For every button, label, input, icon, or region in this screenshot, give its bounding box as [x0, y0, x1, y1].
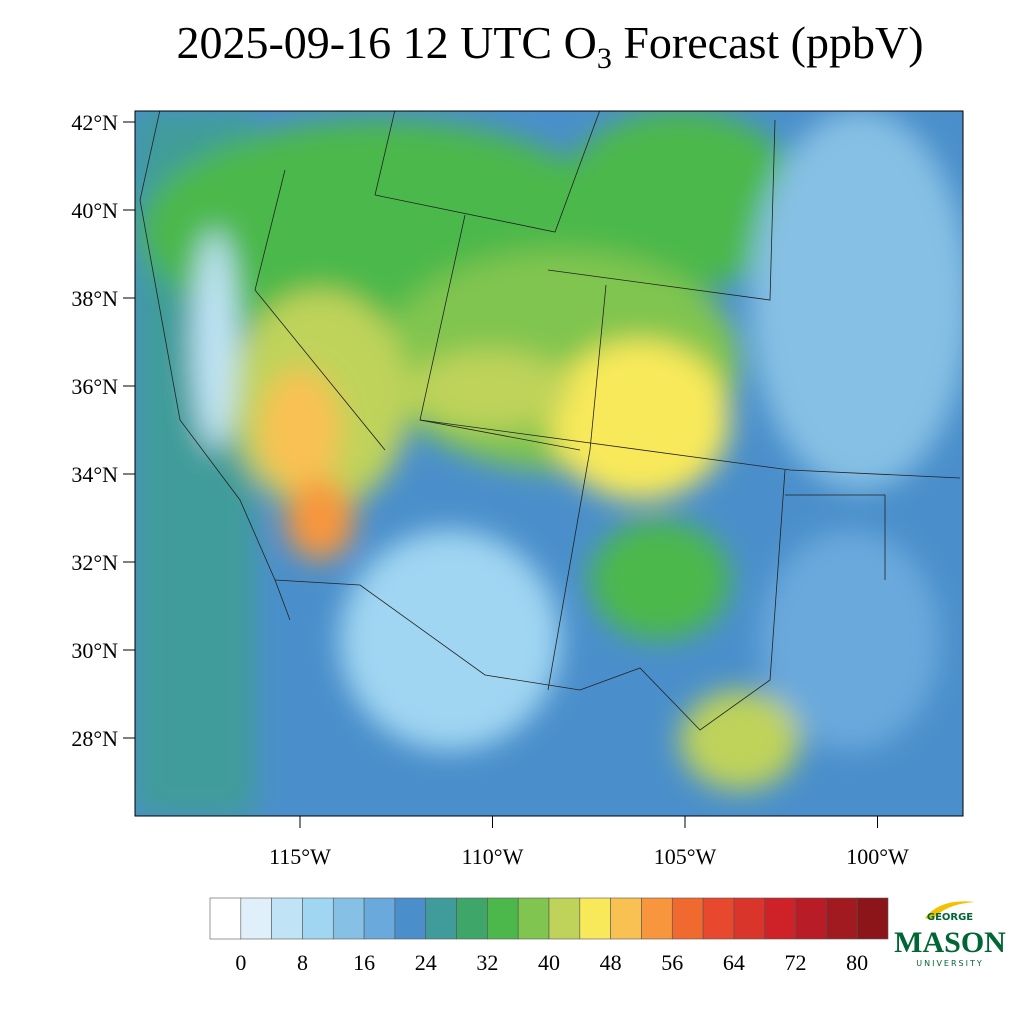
- logo: GEORGE MASON UNIVERSITY: [894, 901, 1006, 968]
- colorbar-box: [641, 897, 673, 940]
- lon-tick-label: 105°W: [654, 844, 717, 869]
- lon-tick-label: 100°W: [846, 844, 909, 869]
- colorbar-box: [579, 897, 611, 940]
- colorbar-box: [764, 897, 796, 940]
- colorbar-box: [702, 897, 735, 940]
- lon-tick-label: 115°W: [269, 844, 331, 869]
- colorbar-box: [363, 897, 396, 940]
- logo-bottom: UNIVERSITY: [916, 959, 984, 968]
- lat-tick-label: 32°N: [71, 550, 118, 575]
- colorbar-box: [733, 897, 766, 940]
- colorbar-box: [671, 897, 704, 940]
- colorbar-box: [271, 897, 303, 940]
- ozone-field: [135, 111, 963, 816]
- lat-tick-label: 42°N: [71, 110, 118, 135]
- lon-tick-label: 110°W: [462, 844, 524, 869]
- colorbar-box: [517, 897, 550, 940]
- colorbar-box: [332, 897, 365, 940]
- colorbar-label: 56: [661, 950, 683, 975]
- colorbar-box: [240, 897, 272, 940]
- logo-top: GEORGE: [927, 912, 973, 923]
- colorbar-label: 16: [353, 950, 375, 975]
- colorbar-box: [394, 897, 427, 940]
- colorbar-label: 80: [846, 950, 868, 975]
- colorbar-label: 48: [600, 950, 622, 975]
- colorbar-box: [548, 897, 581, 940]
- lat-tick-label: 34°N: [71, 462, 118, 487]
- colorbar-label: 72: [785, 950, 807, 975]
- lat-tick-label: 38°N: [71, 286, 118, 311]
- lat-tick-label: 30°N: [71, 638, 118, 663]
- colorbar-box: [302, 897, 334, 940]
- lat-tick-label: 36°N: [71, 374, 118, 399]
- colorbar-label: 32: [476, 950, 498, 975]
- colorbar-box: [610, 897, 642, 940]
- colorbar-label: 0: [235, 950, 246, 975]
- colorbar-label: 8: [297, 950, 308, 975]
- logo-main: MASON: [894, 926, 1006, 959]
- colorbar-box: [209, 897, 242, 940]
- colorbar-label: 40: [538, 950, 560, 975]
- colorbar-box: [856, 897, 889, 940]
- colorbar-label: 24: [415, 950, 437, 975]
- colorbar-box: [425, 897, 457, 940]
- colorbar-box: [456, 897, 488, 940]
- colorbar-label: 64: [723, 950, 745, 975]
- map-frame: [134, 110, 964, 817]
- title: 2025-09-16 12 UTC O3 Forecast (ppbV): [176, 17, 923, 75]
- lat-tick-label: 40°N: [71, 198, 118, 223]
- lat-tick-label: 28°N: [71, 726, 118, 751]
- colorbar-box: [826, 897, 858, 940]
- colorbar-box: [487, 897, 519, 940]
- colorbar-box: [795, 897, 827, 940]
